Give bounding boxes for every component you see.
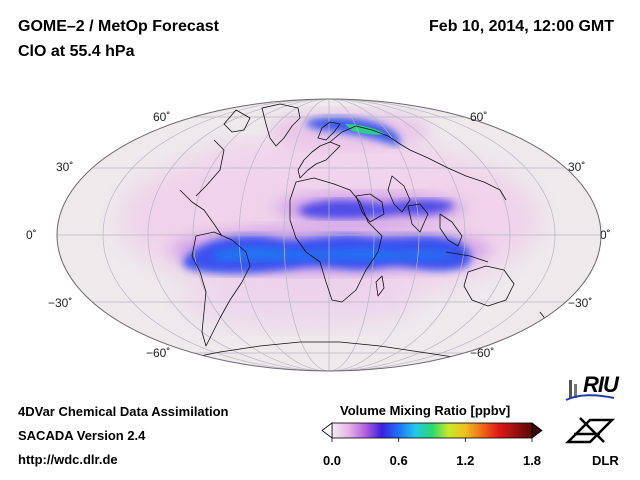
map-subtitle: ClO at 55.4 hPa	[18, 43, 135, 60]
lat-label-n30-left: 30˚	[56, 160, 74, 174]
lat-label-s30-right: −30˚	[568, 296, 593, 310]
clo-haze-north	[200, 140, 440, 190]
dlr-logo-text: DLR	[592, 453, 619, 468]
clo-band-equatorial-core	[215, 246, 455, 262]
colorbar-title: Volume Mixing Ratio [ppbv]	[340, 403, 511, 418]
globe-outline	[56, 98, 602, 372]
lat-label-s30-left: −30˚	[48, 296, 73, 310]
footer-assimilation: 4DVar Chemical Data Assimilation	[18, 404, 229, 419]
colorbar-max-arrow	[531, 422, 543, 439]
clo-haze-south	[180, 270, 420, 330]
colorbar-tick-label: 1.8	[522, 453, 542, 468]
map-title: GOME–2 / MetOp Forecast	[18, 18, 219, 35]
clo-band-subtropical	[299, 199, 455, 219]
footer-version: SACADA Version 2.4	[18, 428, 146, 443]
graticule	[57, 99, 601, 371]
lat-label-n60-left: 60˚	[153, 110, 171, 124]
forecast-date: Feb 10, 2014, 12:00 GMT	[429, 18, 614, 35]
lat-label-s60-right: −60˚	[470, 346, 495, 360]
lat-label-s60-left: −60˚	[146, 346, 171, 360]
colorbar-tick-label: 0.0	[322, 453, 342, 468]
colorbar-min-arrow	[321, 422, 333, 439]
lat-label-eq-left: 0˚	[26, 228, 37, 242]
footer-url[interactable]: http://wdc.dlr.de	[18, 452, 118, 467]
colorbar	[321, 422, 543, 442]
coastlines	[179, 103, 547, 361]
colorbar-ramp	[331, 422, 533, 439]
riu-logo-mark	[565, 380, 615, 401]
dlr-logo-mark	[564, 417, 616, 444]
riu-logo-text: RIU	[583, 372, 619, 397]
colorbar-tick-label: 0.6	[389, 453, 408, 468]
lat-label-n30-right: 30˚	[568, 160, 586, 174]
lat-label-eq-right: 0˚	[600, 228, 611, 242]
lat-label-n60-right: 60˚	[470, 110, 488, 124]
colorbar-tick-label: 1.2	[456, 453, 475, 468]
